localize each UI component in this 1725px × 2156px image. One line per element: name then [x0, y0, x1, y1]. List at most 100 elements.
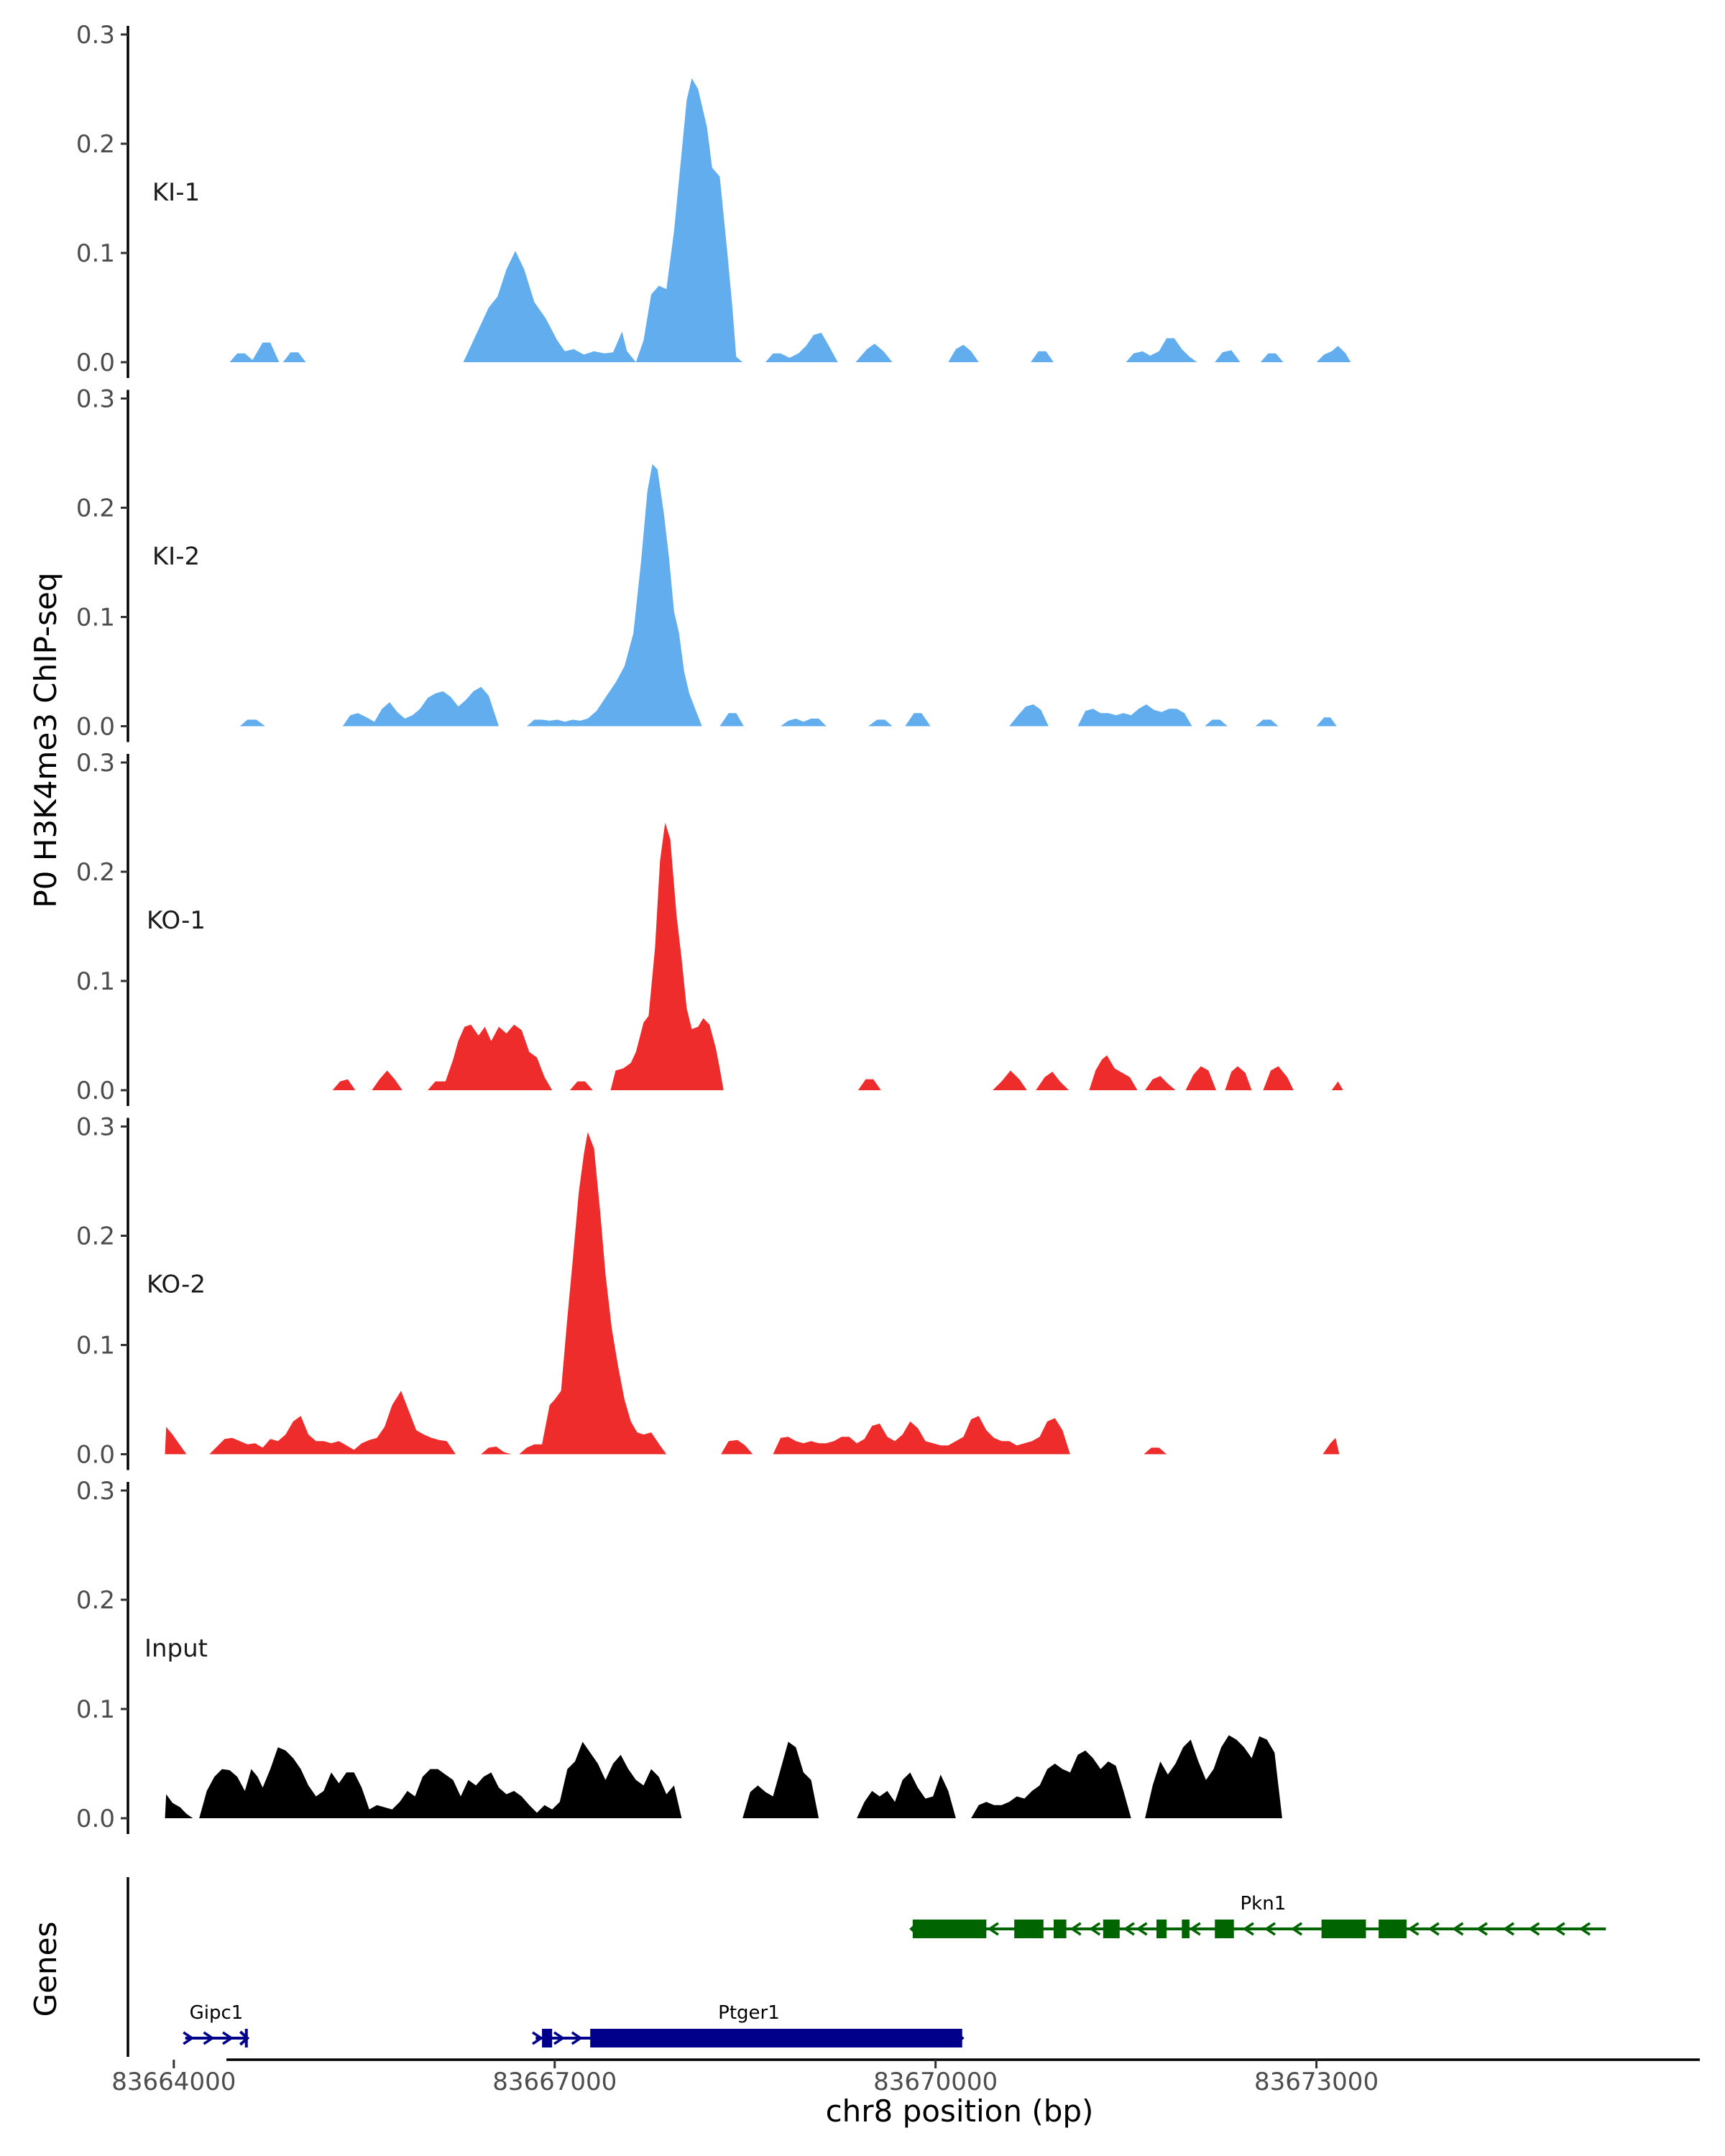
gene-exon	[542, 2029, 553, 2047]
y-tick-label: 0.1	[76, 967, 115, 996]
y-tick-label: 0.2	[76, 858, 115, 887]
signal-peak-area	[342, 686, 499, 727]
strand-arrow	[1407, 1922, 1420, 1936]
gene-end-arrow	[909, 1921, 920, 1937]
y-tick-label: 0.3	[76, 1477, 115, 1506]
signal-peak-area	[1144, 1447, 1167, 1455]
signal-peak-area	[1145, 1076, 1176, 1090]
signal-peak-area	[282, 352, 306, 362]
signal-peak-area	[428, 1024, 553, 1090]
signal-peak-area	[229, 342, 280, 362]
signal-peak-area	[948, 344, 979, 362]
signal-peak-area	[1126, 338, 1197, 362]
y-tick-label: 0.1	[76, 239, 115, 268]
signal-peak-area	[1031, 351, 1054, 362]
signal-peak-area	[719, 713, 744, 727]
signal-peak-area	[1263, 1066, 1294, 1090]
y-tick-label: 0.3	[76, 385, 115, 414]
track-label: KI-2	[152, 542, 200, 571]
y-tick-label: 0.0	[76, 1805, 115, 1833]
strand-arrow	[532, 2031, 544, 2045]
signal-peak-area	[773, 1416, 1070, 1455]
strand-arrow	[1242, 1922, 1254, 1936]
signal-peak-area	[1331, 1081, 1343, 1090]
strand-arrow	[571, 2031, 583, 2045]
strand-arrow	[203, 2031, 215, 2045]
signal-peak-area	[519, 1132, 667, 1455]
signal-peak-area	[721, 1439, 753, 1455]
signal-peak-area	[857, 1079, 881, 1090]
signal-peak-area	[905, 713, 931, 727]
track-panel-ki-2: 0.0 0.1 0.2 0.3 KI-2	[76, 385, 1337, 742]
strand-arrow	[1578, 1922, 1591, 1936]
y-tick-label: 0.2	[76, 130, 115, 159]
x-tick-label: 83667000	[492, 2068, 617, 2096]
strand-arrow	[222, 2031, 234, 2045]
gene-exon	[1182, 1920, 1190, 1938]
strand-arrow	[1136, 1922, 1148, 1936]
signal-peak-area	[1215, 350, 1241, 362]
gene-exon	[1014, 1920, 1044, 1938]
signal-peak-area	[463, 78, 743, 363]
y-tick-label: 0.3	[76, 1113, 115, 1142]
gene-exon	[912, 1920, 987, 1938]
x-tick-label: 83673000	[1254, 2068, 1379, 2096]
y-tick-label: 0.1	[76, 604, 115, 632]
signal-peak-area	[857, 1772, 956, 1818]
gene-exon	[1156, 1920, 1167, 1938]
y-tick-label: 0.2	[76, 494, 115, 523]
signal-peak-area	[1260, 353, 1284, 362]
strand-arrow	[1452, 1922, 1464, 1936]
signal-peak-area	[1145, 1735, 1282, 1818]
signal-peak-area	[209, 1391, 456, 1455]
strand-arrow	[1290, 1922, 1303, 1936]
x-tick-label: 83664000	[111, 2068, 236, 2096]
strand-arrow	[1427, 1922, 1440, 1936]
signal-peak-area	[993, 1070, 1027, 1090]
strand-arrow	[1553, 1922, 1565, 1936]
strand-arrow	[553, 2031, 566, 2045]
y-tick-label: 0.0	[76, 1077, 115, 1105]
gene-annotation-track: Gipc1 Ptger1 Pkn1	[126, 1877, 1606, 2057]
track-panel-ki-1: 0.0 0.1 0.2 0.3 KI-1	[76, 21, 1351, 378]
gene-exon	[1215, 1920, 1234, 1938]
gene-end-arrow	[954, 2030, 965, 2046]
gene-pkn1: Pkn1	[909, 1893, 1606, 1938]
y-tick-label: 0.0	[76, 349, 115, 377]
y-tick-label: 0.1	[76, 1332, 115, 1360]
y-tick-label: 0.0	[76, 713, 115, 742]
strand-arrow	[183, 2031, 195, 2045]
signal-peak-area	[855, 344, 893, 362]
gene-exon	[1321, 1920, 1366, 1938]
signal-peak-area	[165, 1794, 193, 1818]
gene-label: Pkn1	[1240, 1893, 1286, 1915]
y-tick-label: 0.2	[76, 1586, 115, 1615]
track-panel-ko-1: 0.0 0.1 0.2 0.3 KO-1	[76, 749, 1343, 1106]
gene-label: Gipc1	[190, 2002, 244, 2024]
x-axis: 83664000 83667000 83670000 83673000	[111, 2058, 1700, 2096]
track-label: KO-2	[147, 1270, 206, 1299]
signal-peak-area	[526, 464, 702, 727]
strand-arrow	[1123, 1922, 1135, 1936]
x-tick-label: 83670000	[873, 2068, 998, 2096]
signal-peak-area	[1316, 717, 1337, 727]
strand-arrow	[1264, 1922, 1276, 1936]
gene-label: Ptger1	[718, 2002, 780, 2024]
signal-peak-area	[765, 333, 838, 362]
gene-end-arrow	[239, 2030, 250, 2046]
gene-exon	[1053, 1920, 1067, 1938]
signal-peak-area	[239, 719, 265, 727]
signal-peak-area	[610, 822, 724, 1090]
gene-gipc1: Gipc1	[183, 2002, 250, 2047]
y-axis-title: P0 H3K4me3 ChIP-seq	[28, 572, 63, 908]
signal-peak-area	[1316, 346, 1351, 362]
gene-exon	[1103, 1920, 1120, 1938]
x-axis-title: chr8 position (bp)	[826, 2093, 1094, 2129]
signal-peak-area	[868, 719, 893, 727]
signal-peak-area	[1185, 1066, 1216, 1090]
signal-peak-area	[1255, 719, 1279, 727]
signal-peak-area	[971, 1750, 1131, 1818]
signal-tracks: 0.00.10.20.3KI-10.00.10.20.3KI-20.00.10.…	[76, 21, 1351, 1834]
